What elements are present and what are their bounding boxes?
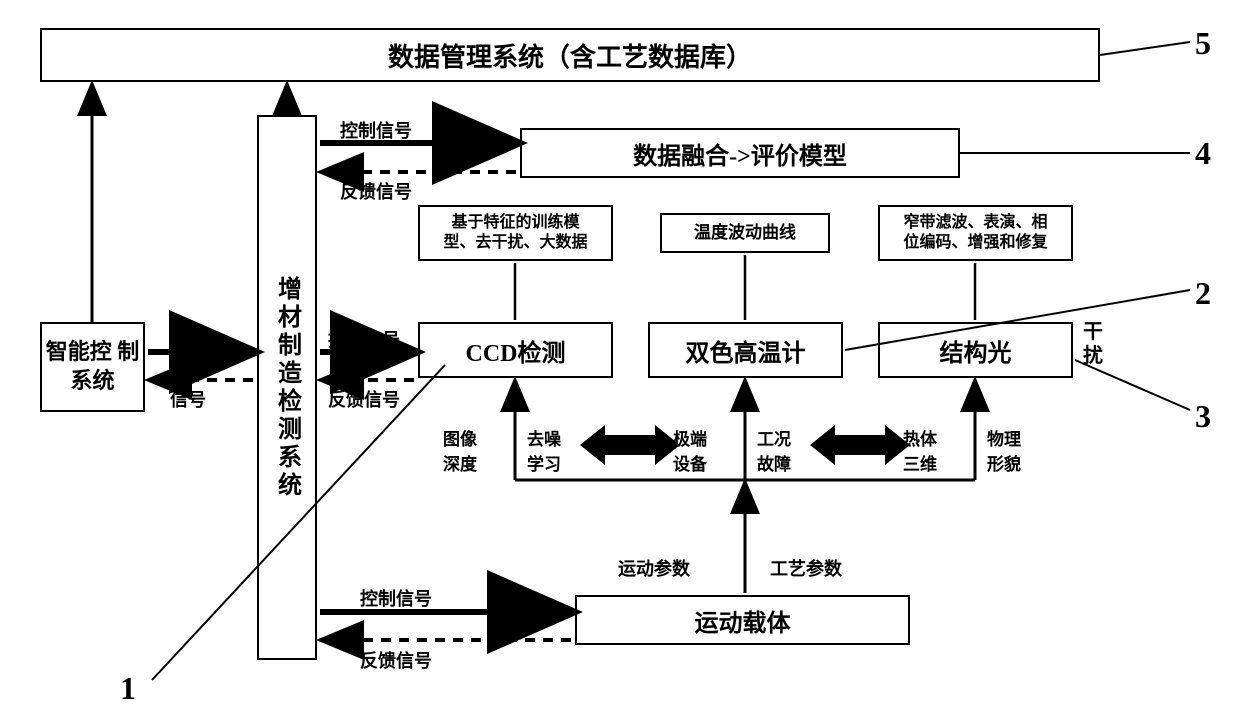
- carrier-box: 运动载体: [575, 595, 910, 645]
- pyro-up-r: 工况: [757, 425, 791, 450]
- struct-light-box: 结构光: [878, 322, 1073, 378]
- label-ctrl3-top: 控制信号: [360, 585, 432, 611]
- callout-4: 4: [1195, 135, 1211, 172]
- smart-control-box: 智能控 制系统: [40, 322, 145, 412]
- pyro-desc-box: 温度波动曲线: [660, 213, 830, 253]
- pyro-dn-r: 故障: [757, 450, 791, 475]
- sl-up-l: 热体: [903, 425, 937, 450]
- label-disturb: 干 扰: [1083, 320, 1103, 368]
- label-smart-top: 数据: [170, 326, 206, 352]
- eval-model-box: 数据融合->评价模型: [520, 128, 960, 178]
- pyrometer-box: 双色高温计: [648, 322, 843, 378]
- label-ctrl1-top: 控制信号: [340, 117, 412, 143]
- ccd-desc-box: 基于特征的训练模 型、去干扰、大数据: [418, 205, 613, 261]
- ccd-box: CCD检测: [418, 322, 613, 378]
- callout-3: 3: [1195, 398, 1211, 435]
- carrier-r: 工艺参数: [770, 555, 842, 581]
- sl-dn-l: 三维: [903, 450, 937, 475]
- label-ctrl3-bot: 反馈信号: [360, 647, 432, 673]
- data-mgmt-box: 数据管理系统（含工艺数据库）: [40, 28, 1100, 82]
- pyro-up-l: 极端: [673, 425, 707, 450]
- pyro-dn-l: 设备: [673, 450, 707, 475]
- sl-dn-r: 形貌: [987, 450, 1021, 475]
- am-system-box: 增材制造检测系统: [257, 115, 317, 660]
- label-smart-bot: 信号: [170, 386, 206, 412]
- callout-2: 2: [1195, 275, 1211, 312]
- ccd-dn-l: 深度: [443, 450, 477, 475]
- ccd-up-r: 去噪: [527, 425, 561, 450]
- callout-5: 5: [1195, 25, 1211, 62]
- label-ctrl2-top: 控制信号: [328, 326, 400, 352]
- label-ctrl2-bot: 反馈信号: [328, 386, 400, 412]
- carrier-l: 运动参数: [618, 555, 690, 581]
- ccd-dn-r: 学习: [527, 450, 561, 475]
- sl-desc-box: 窄带滤波、表演、相 位编码、增强和修复: [878, 205, 1073, 261]
- sl-up-r: 物理: [987, 425, 1021, 450]
- label-ctrl1-bot: 反馈信号: [340, 178, 412, 204]
- callout-1: 1: [120, 670, 136, 707]
- ccd-up-l: 图像: [443, 425, 477, 450]
